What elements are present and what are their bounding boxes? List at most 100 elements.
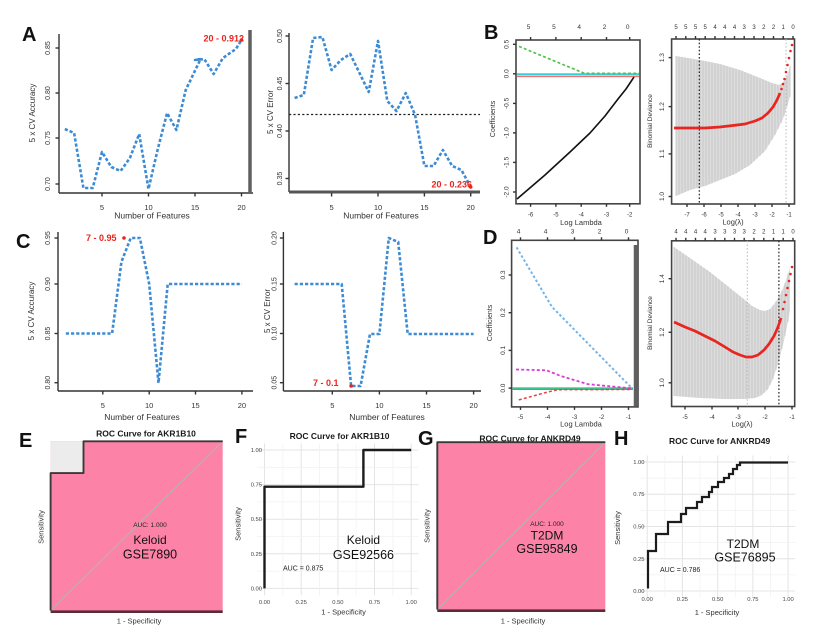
svg-text:5: 5 — [330, 401, 334, 410]
svg-text:G: G — [418, 428, 434, 450]
svg-text:-6: -6 — [528, 213, 534, 219]
svg-text:0.35: 0.35 — [277, 172, 284, 186]
svg-text:AUC: 1.000: AUC: 1.000 — [530, 521, 564, 528]
svg-text:T2DM: T2DM — [531, 529, 564, 543]
svg-text:0: 0 — [791, 230, 795, 236]
svg-text:5: 5 — [552, 24, 556, 31]
svg-text:E: E — [19, 430, 32, 452]
svg-text:B: B — [484, 22, 498, 44]
svg-text:2: 2 — [762, 230, 766, 236]
svg-text:-5: -5 — [682, 415, 688, 421]
svg-text:3: 3 — [713, 230, 717, 236]
svg-text:2: 2 — [603, 24, 607, 31]
svg-text:GSE7890: GSE7890 — [123, 548, 177, 562]
svg-text:0.75: 0.75 — [369, 600, 380, 606]
svg-text:1 - Specificity: 1 - Specificity — [501, 617, 546, 626]
svg-text:0.10: 0.10 — [272, 327, 279, 341]
svg-text:1 - Specificity: 1 - Specificity — [695, 608, 740, 617]
svg-text:1.00: 1.00 — [633, 460, 644, 466]
svg-text:5: 5 — [694, 25, 698, 31]
svg-text:1 - Specificity: 1 - Specificity — [321, 608, 366, 617]
svg-text:AUC: 1.000: AUC: 1.000 — [133, 522, 167, 529]
svg-text:0.80: 0.80 — [45, 376, 52, 390]
svg-text:0.50: 0.50 — [712, 597, 723, 603]
svg-text:5 x CV Error: 5 x CV Error — [266, 90, 275, 134]
svg-text:-1: -1 — [786, 213, 792, 219]
svg-text:ROC Curve for AKR1B10: ROC Curve for AKR1B10 — [290, 431, 390, 441]
svg-text:20: 20 — [469, 401, 477, 410]
svg-text:0.25: 0.25 — [251, 552, 262, 558]
svg-text:0.95: 0.95 — [45, 231, 52, 245]
svg-text:0.2: 0.2 — [500, 308, 507, 317]
svg-text:-1: -1 — [789, 415, 795, 421]
svg-text:-3: -3 — [572, 415, 578, 421]
svg-text:0.25: 0.25 — [677, 597, 688, 603]
svg-text:2: 2 — [762, 25, 766, 31]
svg-text:AUC = 0.875: AUC = 0.875 — [283, 566, 323, 573]
svg-text:5 x CV Accuracy: 5 x CV Accuracy — [28, 84, 37, 143]
svg-text:20 - 0.912: 20 - 0.912 — [203, 34, 244, 44]
svg-text:ROC Curve for AKR1B10: ROC Curve for AKR1B10 — [96, 429, 196, 439]
svg-text:-5: -5 — [518, 415, 524, 421]
svg-text:1.4: 1.4 — [659, 274, 666, 283]
svg-text:4: 4 — [517, 229, 521, 236]
svg-text:-1.5: -1.5 — [504, 156, 511, 168]
svg-text:F: F — [235, 426, 247, 448]
svg-text:Coefficients: Coefficients — [487, 304, 494, 341]
svg-text:0.75: 0.75 — [45, 131, 52, 145]
svg-text:3: 3 — [743, 25, 747, 31]
svg-text:4: 4 — [733, 25, 737, 31]
svg-text:-7: -7 — [684, 213, 690, 219]
svg-text:3: 3 — [752, 25, 756, 31]
svg-text:0.0: 0.0 — [500, 383, 507, 392]
svg-text:15: 15 — [422, 401, 430, 410]
svg-text:4: 4 — [723, 25, 727, 31]
svg-text:0.80: 0.80 — [45, 86, 52, 100]
svg-text:ROC Curve for ANKRD49: ROC Curve for ANKRD49 — [479, 434, 581, 444]
svg-text:0.1: 0.1 — [500, 346, 507, 355]
svg-text:1.00: 1.00 — [782, 597, 793, 603]
svg-text:10: 10 — [375, 401, 383, 410]
svg-text:7 - 0.95: 7 - 0.95 — [86, 233, 117, 243]
svg-text:5: 5 — [684, 25, 688, 31]
svg-text:-3: -3 — [735, 415, 741, 421]
svg-text:0.0: 0.0 — [504, 69, 511, 78]
svg-text:0: 0 — [626, 24, 630, 31]
svg-text:Coefficients: Coefficients — [490, 100, 497, 137]
svg-text:C: C — [16, 231, 30, 253]
svg-text:1.0: 1.0 — [659, 378, 666, 387]
svg-text:Sensitivity: Sensitivity — [423, 509, 432, 543]
svg-text:1.0: 1.0 — [659, 192, 666, 201]
svg-text:2: 2 — [598, 229, 602, 236]
svg-text:0.75: 0.75 — [633, 492, 644, 498]
svg-text:5: 5 — [527, 24, 531, 31]
svg-text:4: 4 — [713, 25, 717, 31]
svg-text:-2: -2 — [769, 213, 775, 219]
svg-text:-3: -3 — [752, 213, 758, 219]
svg-text:1.00: 1.00 — [406, 600, 417, 606]
svg-text:20: 20 — [237, 203, 245, 212]
svg-text:5: 5 — [330, 203, 334, 212]
svg-text:Log(λ): Log(λ) — [722, 218, 744, 227]
svg-text:1 - Specificity: 1 - Specificity — [117, 617, 162, 626]
svg-text:3: 3 — [733, 230, 737, 236]
svg-text:0.40: 0.40 — [277, 124, 284, 138]
svg-text:-4: -4 — [545, 415, 551, 421]
svg-text:-2: -2 — [762, 415, 768, 421]
svg-text:0.20: 0.20 — [272, 231, 279, 245]
svg-text:1.1: 1.1 — [659, 149, 666, 158]
svg-text:-4: -4 — [735, 213, 741, 219]
svg-text:3: 3 — [723, 230, 727, 236]
svg-text:15: 15 — [191, 203, 199, 212]
svg-text:20 - 0.236: 20 - 0.236 — [431, 180, 472, 190]
svg-text:0.15: 0.15 — [272, 277, 279, 291]
svg-text:Log Lambda: Log Lambda — [560, 218, 603, 227]
svg-text:GSE76895: GSE76895 — [714, 551, 775, 565]
svg-text:20: 20 — [238, 401, 246, 410]
svg-text:-1.0: -1.0 — [504, 127, 511, 139]
svg-text:-0.5: -0.5 — [504, 97, 511, 109]
svg-text:0.90: 0.90 — [45, 277, 52, 291]
svg-text:0.00: 0.00 — [642, 597, 653, 603]
svg-text:Sensitivity: Sensitivity — [613, 511, 622, 545]
svg-text:10: 10 — [145, 401, 153, 410]
